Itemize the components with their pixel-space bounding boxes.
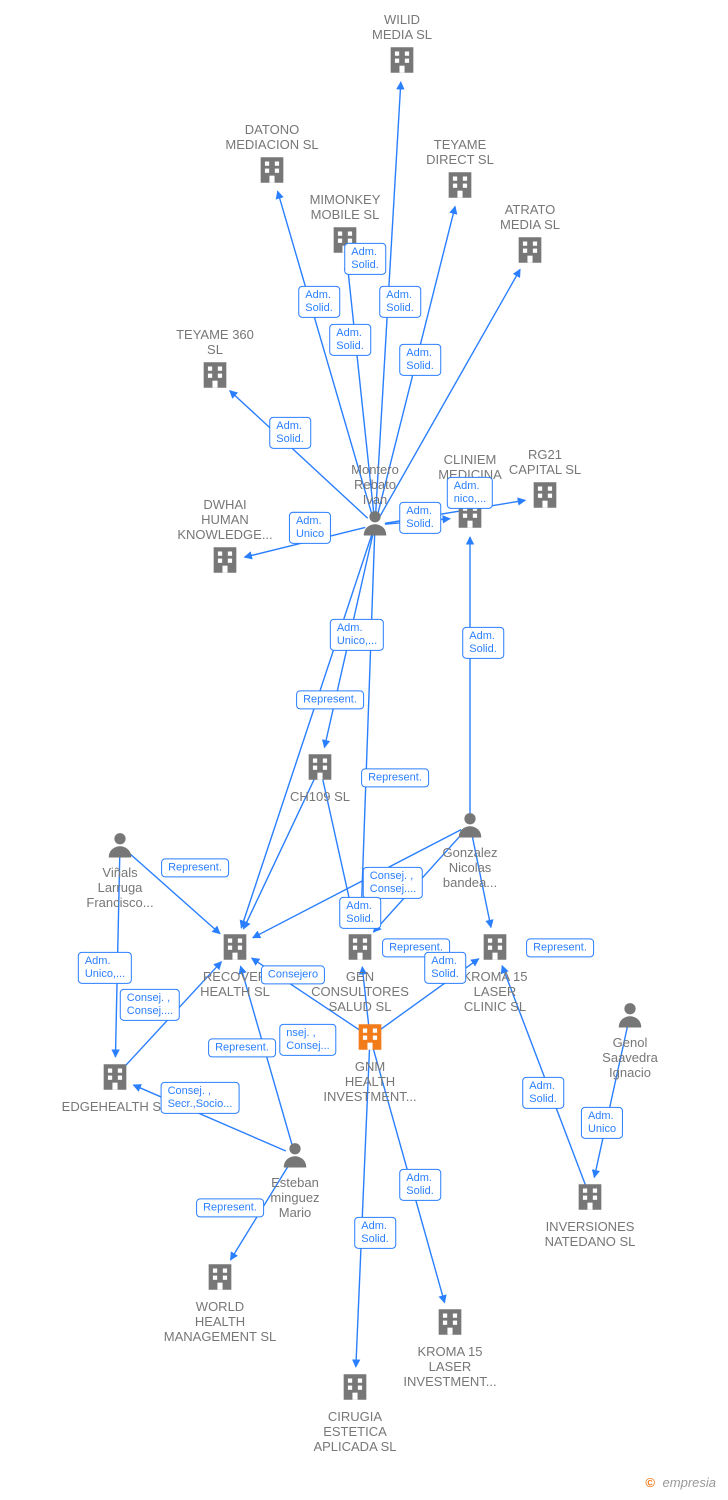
edge-label: Adm.Solid. (354, 1217, 396, 1249)
copyright-text: empresia (663, 1475, 716, 1490)
node-label: TEYAME 360SL (155, 328, 275, 358)
edge-label: nsej. ,Consej... (279, 1024, 336, 1056)
company-icon (165, 543, 285, 581)
edge-label: Adm.Solid. (399, 1169, 441, 1201)
edge-label: Represent. (161, 858, 229, 877)
node-label: ATRATOMEDIA SL (470, 203, 590, 233)
company-node-atrato[interactable]: ATRATOMEDIA SL (470, 201, 590, 271)
edge-label: Adm.Unico,... (330, 619, 384, 651)
edge-label: Consej. ,Consej.... (120, 989, 180, 1021)
node-label: CH109 SL (260, 790, 380, 805)
node-label: GNMHEALTHINVESTMENT... (310, 1060, 430, 1105)
person-node-genol[interactable]: GenolSaavedraIgnacio (570, 1000, 690, 1081)
edge-label: Adm.Solid. (329, 324, 371, 356)
edge-label: Adm.nico,... (447, 477, 493, 509)
node-label: WILIDMEDIA SL (342, 13, 462, 43)
person-node-gonzalez[interactable]: GonzalezNicolasbandea... (410, 810, 530, 891)
edge-label: Adm.Unico,... (78, 952, 132, 984)
company-icon (470, 233, 590, 271)
person-icon (410, 810, 530, 844)
node-label: DWHAIHUMANKNOWLEDGE... (165, 498, 285, 543)
node-label: EDGEHEALTH SL (55, 1100, 175, 1115)
edge-label: Adm.Solid. (399, 344, 441, 376)
copyright-symbol: © (645, 1475, 655, 1490)
company-node-cirugia[interactable]: CIRUGIAESTETICAAPLICADA SL (295, 1370, 415, 1455)
edge-label: Represent. (526, 938, 594, 957)
company-node-world[interactable]: WORLDHEALTHMANAGEMENT SL (160, 1260, 280, 1345)
company-icon (390, 1305, 510, 1343)
edge-label: Adm.Solid. (424, 952, 466, 984)
edge-label: Adm.Solid. (298, 286, 340, 318)
company-icon (175, 930, 295, 968)
edge-label: Adm.Solid. (344, 243, 386, 275)
node-label: TEYAMEDIRECT SL (400, 138, 520, 168)
company-icon (342, 43, 462, 81)
company-node-inv[interactable]: INVERSIONESNATEDANO SL (530, 1180, 650, 1250)
node-label: INVERSIONESNATEDANO SL (530, 1220, 650, 1250)
company-icon (55, 1060, 175, 1098)
node-label: GonzalezNicolasbandea... (410, 846, 530, 891)
person-icon (570, 1000, 690, 1034)
node-label: GenolSaavedraIgnacio (570, 1036, 690, 1081)
edge-label: Adm.Unico (289, 512, 331, 544)
company-icon (530, 1180, 650, 1218)
edge-label: Adm.Solid. (379, 286, 421, 318)
node-label: WORLDHEALTHMANAGEMENT SL (160, 1300, 280, 1345)
edge-label: Adm.Solid. (269, 417, 311, 449)
company-icon (155, 358, 275, 396)
copyright: © empresia (645, 1475, 716, 1490)
edge-label: Represent. (361, 768, 429, 787)
company-node-wilid[interactable]: WILIDMEDIA SL (342, 11, 462, 81)
edge-label: Consej. ,Consej.... (363, 867, 423, 899)
person-icon (235, 1140, 355, 1174)
edge-label: Represent. (196, 1198, 264, 1217)
company-node-teyameD[interactable]: TEYAMEDIRECT SL (400, 136, 520, 206)
edge-label: Adm.Solid. (339, 897, 381, 929)
edge-label: Adm.Solid. (399, 502, 441, 534)
node-label: MIMONKEYMOBILE SL (285, 193, 405, 223)
company-icon (212, 153, 332, 191)
edge-label: Represent. (296, 690, 364, 709)
company-node-teyame360[interactable]: TEYAME 360SL (155, 326, 275, 396)
edge-label: Adm.Unico (581, 1107, 623, 1139)
company-icon (295, 1370, 415, 1408)
node-label: CIRUGIAESTETICAAPLICADA SL (295, 1410, 415, 1455)
edge-label: Represent. (208, 1038, 276, 1057)
company-icon (160, 1260, 280, 1298)
company-node-dwhai[interactable]: DWHAIHUMANKNOWLEDGE... (165, 496, 285, 581)
company-node-edge[interactable]: EDGEHEALTH SL (55, 1060, 175, 1115)
node-label: DATONOMEDIACION SL (212, 123, 332, 153)
edge-label: Consej. ,Secr.,Socio... (161, 1082, 240, 1114)
edge-label: Consejero (261, 965, 325, 984)
edge-line (241, 534, 372, 928)
edge-label: Adm.Solid. (462, 627, 504, 659)
company-node-datono[interactable]: DATONOMEDIACION SL (212, 121, 332, 191)
edge-label: Adm.Solid. (522, 1077, 564, 1109)
